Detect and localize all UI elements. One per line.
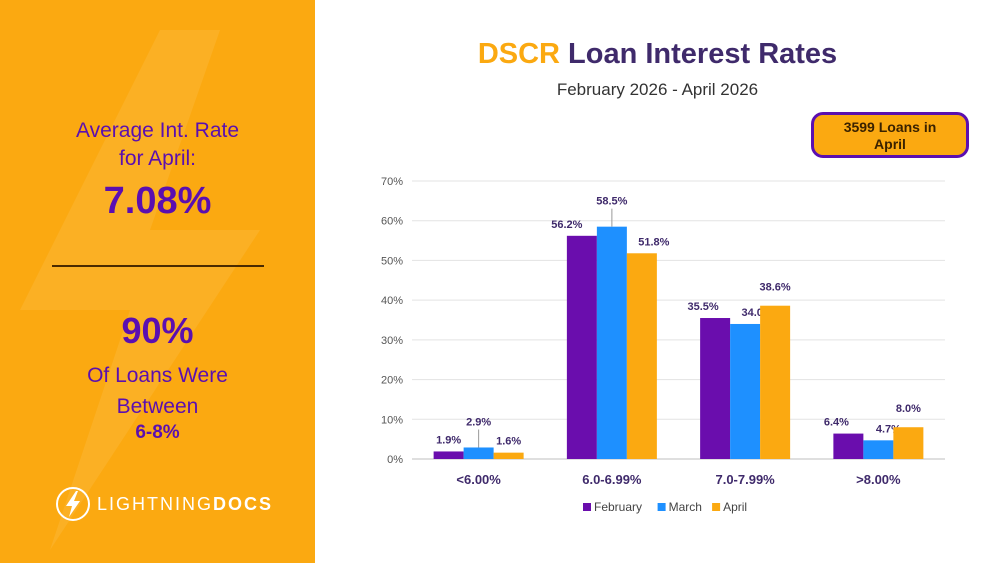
data-label: 4.7% xyxy=(876,423,901,435)
y-tick-label: 70% xyxy=(381,176,403,188)
logo-text-light: LIGHTNING xyxy=(97,493,214,514)
data-label: 58.5% xyxy=(596,196,627,208)
bar xyxy=(566,235,597,459)
bar xyxy=(893,427,924,459)
y-tick-label: 20% xyxy=(381,375,403,387)
data-label: 38.6% xyxy=(760,282,791,294)
percent-label-line2: Between xyxy=(116,395,199,418)
percent-label: Of Loans Were Between xyxy=(0,360,315,422)
logo: LIGHTNINGDOCS xyxy=(55,486,273,522)
legend-label: April xyxy=(723,500,747,514)
x-tick-label: >8.00% xyxy=(856,472,901,487)
callout-line1: 3599 Loans in xyxy=(843,119,937,135)
chart-title: DSCR Loan Interest Rates xyxy=(315,38,1000,71)
data-label: 51.8% xyxy=(638,236,669,248)
data-label: 1.6% xyxy=(496,436,521,448)
lightning-watermark-icon xyxy=(20,30,260,550)
data-label: 6.4% xyxy=(824,417,849,429)
bar xyxy=(596,226,627,459)
avg-rate-label-line2: for April: xyxy=(118,147,197,170)
chart-title-accent: DSCR xyxy=(477,38,560,70)
bar xyxy=(863,440,894,459)
percent-range: 6-8% xyxy=(135,422,180,443)
percent-value: 90% xyxy=(121,310,194,351)
legend-label: February xyxy=(594,500,642,514)
bar xyxy=(833,433,864,459)
data-label: 8.0% xyxy=(896,403,921,415)
logo-text-bold: DOCS xyxy=(213,493,274,514)
bar xyxy=(626,253,657,459)
data-label: 2.9% xyxy=(466,416,491,428)
avg-rate-label: Average Int. Rate for April: xyxy=(0,117,315,173)
divider xyxy=(52,265,264,267)
x-tick-label: 6.0-6.99% xyxy=(582,472,642,487)
bar xyxy=(463,447,494,459)
y-tick-label: 0% xyxy=(387,454,403,466)
bar xyxy=(493,452,524,459)
data-label: 35.5% xyxy=(688,301,719,313)
bar xyxy=(730,323,761,459)
bar xyxy=(700,318,731,459)
y-tick-label: 40% xyxy=(381,295,403,307)
legend-swatch xyxy=(583,503,591,511)
legend-swatch xyxy=(712,503,721,511)
x-tick-label: <6.00% xyxy=(456,472,501,487)
bar xyxy=(433,451,464,459)
y-tick-label: 10% xyxy=(381,414,403,426)
callout-line2: April xyxy=(874,136,906,152)
loan-count-callout: 3599 Loans in April xyxy=(811,112,969,158)
legend-label: March xyxy=(669,500,702,514)
y-tick-label: 50% xyxy=(381,255,403,267)
chart-title-rest: Loan Interest Rates xyxy=(568,38,838,70)
logo-text: LIGHTNINGDOCS xyxy=(97,494,273,515)
bar xyxy=(760,305,791,459)
data-label: 34.0% xyxy=(742,307,773,319)
left-panel: Average Int. Rate for April: 7.08% 90% O… xyxy=(0,0,315,563)
percent-label-line1: Of Loans Were xyxy=(87,364,228,387)
x-tick-label: 7.0-7.99% xyxy=(715,472,775,487)
avg-rate-label-line1: Average Int. Rate xyxy=(75,119,240,142)
y-tick-label: 30% xyxy=(381,335,403,347)
legend-swatch xyxy=(657,503,666,511)
y-tick-label: 60% xyxy=(381,216,403,228)
chart-subtitle: February 2026 - April 2026 xyxy=(556,80,759,99)
data-label: 1.9% xyxy=(436,434,461,446)
avg-rate-value: 7.08% xyxy=(103,180,212,222)
lightning-logo-icon xyxy=(56,487,90,521)
data-label: 56.2% xyxy=(551,219,582,231)
